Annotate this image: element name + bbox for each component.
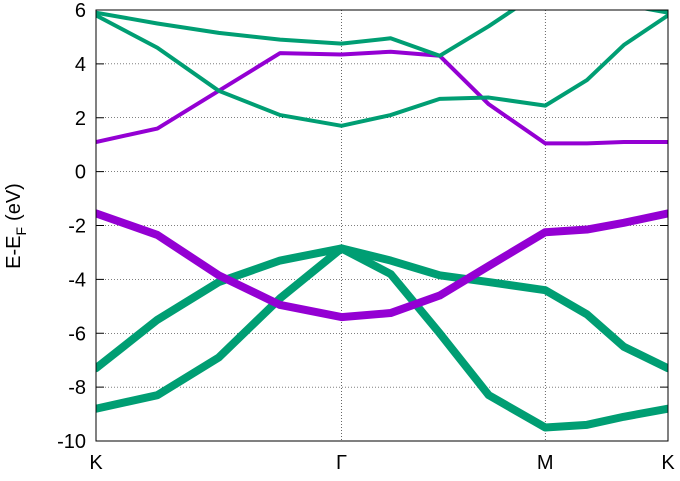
band-line [96,13,668,128]
y-tick-label: -4 [68,269,86,291]
y-label-main: E-E [3,236,25,269]
x-tick-label: K [89,452,103,474]
y-tick-label: -6 [68,323,86,345]
band-line [96,209,668,322]
y-label-unit: (eV) [3,183,25,221]
y-axis-label: E-EF (eV) [3,183,29,269]
x-tick-label: Γ [336,452,347,474]
y-tick-label: -10 [57,431,86,453]
y-tick-label: 0 [75,162,86,184]
x-tick-label: M [537,452,554,474]
band-line [96,244,668,373]
band-line [96,10,668,58]
band-line [96,244,668,432]
y-tick-label: -8 [68,377,86,399]
plot-border [95,9,669,442]
y-tick-label: 2 [75,108,86,130]
y-tick-label: -2 [68,216,86,238]
y-label-subscript: F [13,227,29,236]
y-tick-label: 4 [75,54,86,76]
band-line [96,49,668,146]
y-tick-label: 6 [75,0,86,22]
x-tick-label: K [661,452,675,474]
plot-area [96,10,668,432]
